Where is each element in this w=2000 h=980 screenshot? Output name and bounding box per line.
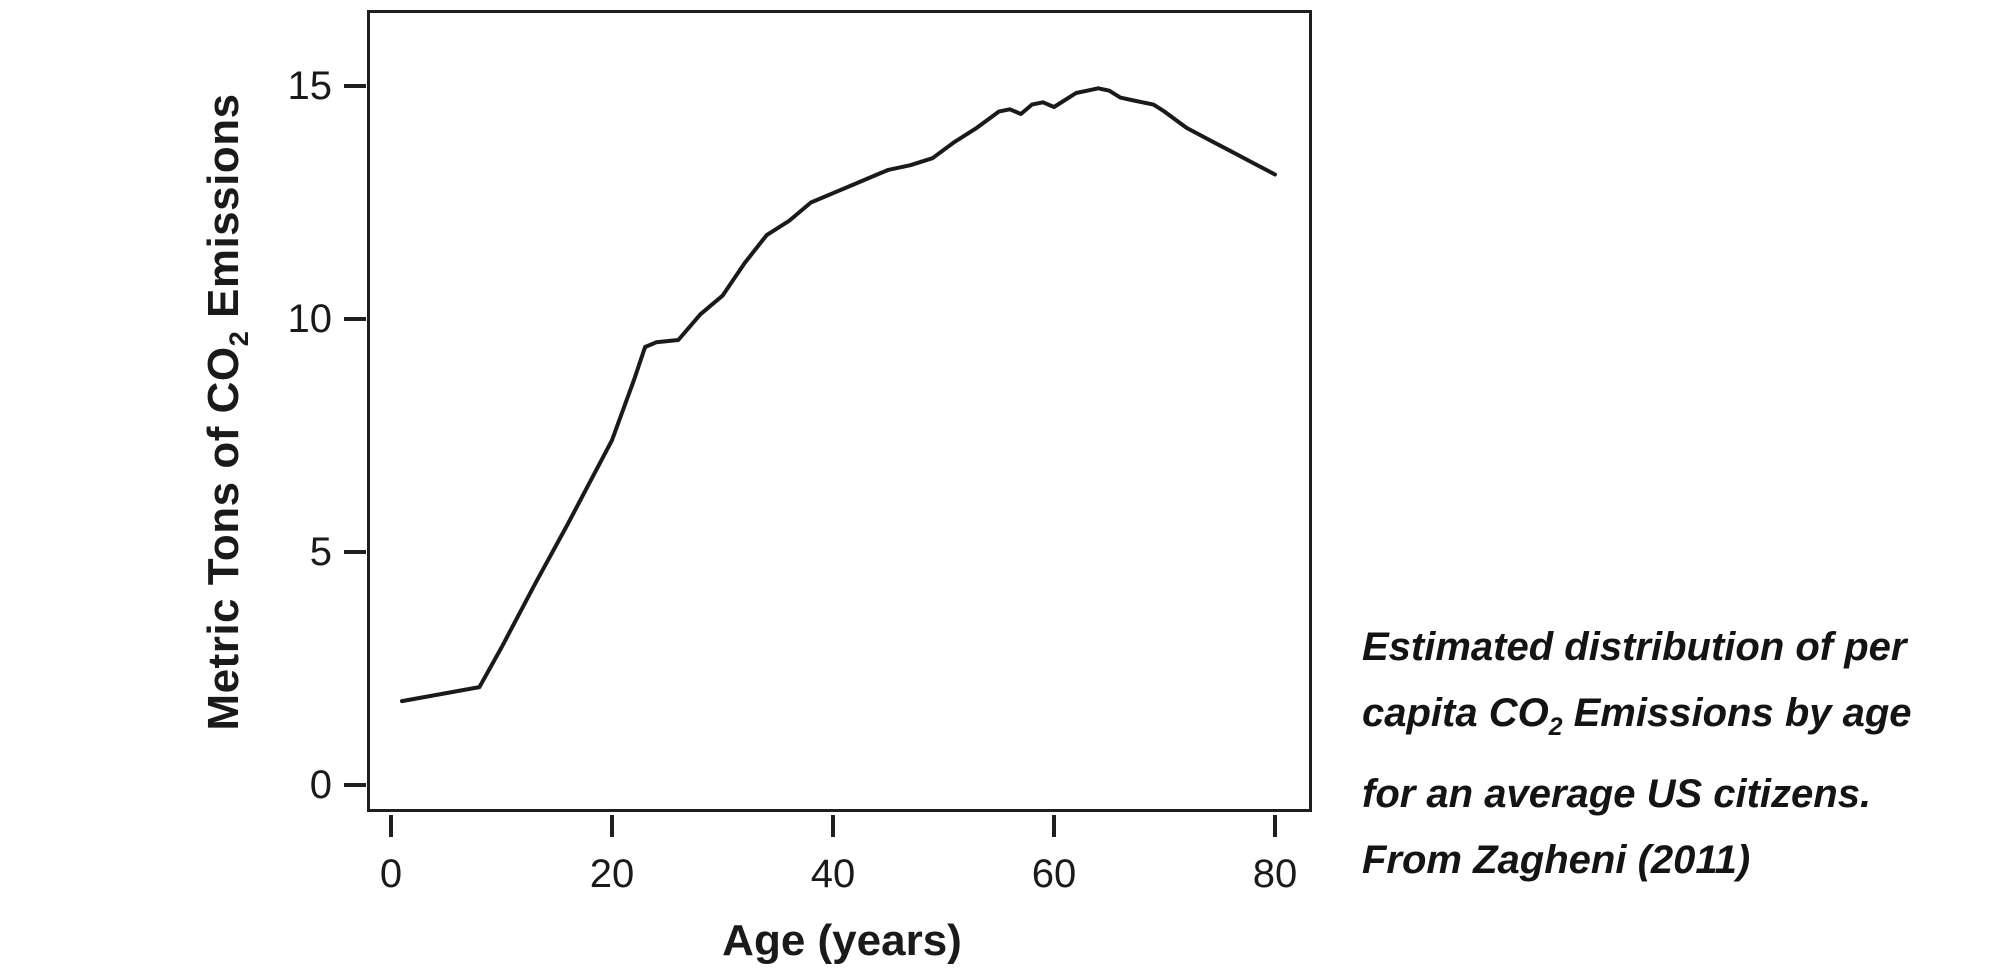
y-tick-label: 5 [309, 530, 332, 574]
x-tick-label: 20 [589, 852, 635, 896]
caption-line-2-text: capita CO [1362, 691, 1549, 735]
x-tick-label: 80 [1252, 852, 1298, 896]
y-tick-label: 0 [309, 763, 332, 807]
y-tick-mark [344, 84, 366, 88]
x-tick-mark [1052, 815, 1056, 837]
caption-co2-subscript: 2 [1548, 714, 1563, 741]
emissions-line-chart [400, 86, 1277, 704]
caption-line-3: for an average US citizens. [1362, 772, 1872, 816]
caption-line-2-text-end: Emissions by age [1562, 691, 1912, 735]
figure-caption: Estimated distribution of per capita CO2… [1362, 614, 1922, 893]
y-tick-label: 15 [287, 64, 333, 108]
y-tick-label: 10 [287, 297, 333, 341]
x-tick-mark [610, 815, 614, 837]
caption-line-2: capita CO2 Emissions by age [1362, 680, 1922, 761]
x-tick-mark [831, 815, 835, 837]
plot-area [367, 10, 1312, 812]
y-tick-mark [344, 317, 366, 321]
x-tick-label: 60 [1031, 852, 1077, 896]
x-tick-mark [389, 815, 393, 837]
y-axis-title: Metric Tons of CO2 Emissions [199, 93, 255, 730]
x-axis-title: Age (years) [722, 916, 962, 965]
x-tick-label: 0 [379, 852, 403, 896]
caption-line-4: From Zagheni (2011) [1362, 838, 1751, 882]
x-tick-mark [1273, 815, 1277, 837]
y-tick-mark [344, 783, 366, 787]
y-tick-mark [344, 550, 366, 554]
caption-line-1: Estimated distribution of per [1362, 625, 1907, 669]
x-tick-label: 40 [810, 852, 856, 896]
emissions-curve [400, 86, 1277, 704]
